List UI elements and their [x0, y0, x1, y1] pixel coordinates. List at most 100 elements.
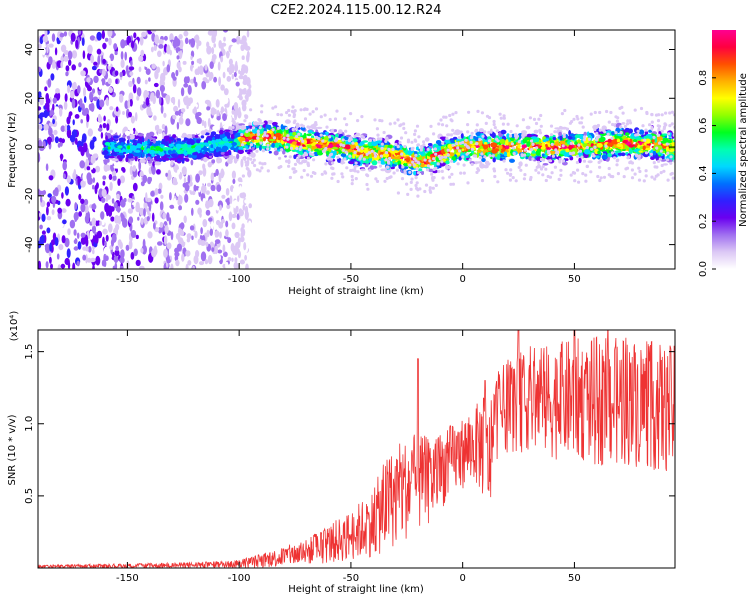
spectrogram-cell [251, 161, 255, 165]
spectrogram-cell [66, 175, 72, 184]
spectrogram-cell [91, 203, 97, 210]
spectrogram-cell [380, 142, 384, 146]
spectrogram-cell [135, 234, 139, 240]
spectrogram-cell [315, 135, 319, 139]
spectrogram-cell [475, 123, 479, 127]
spectrogram-cell [467, 146, 471, 150]
snr-y-multiplier: (x10⁴) [9, 311, 20, 342]
spectrogram-cell [119, 265, 124, 269]
spectrogram-cell [137, 46, 141, 52]
spectrogram-cell [334, 139, 338, 143]
spectrogram-cell [153, 44, 157, 52]
spectrogram-cell [183, 76, 189, 84]
spectrogram-cell [136, 95, 140, 101]
spectrogram-cell [244, 254, 248, 261]
spectrogram-cell [247, 149, 253, 153]
spectrogram-cell [97, 55, 101, 66]
spectrogram-cell [303, 117, 308, 121]
spectrogram-cell [384, 139, 388, 143]
spectrogram-cell [153, 115, 157, 121]
spectrogram-cell [379, 137, 383, 141]
spectrogram-cell [49, 256, 52, 264]
spectrogram-cell [222, 71, 226, 79]
spectrogram-cell [266, 143, 270, 147]
spectrogram-cell [353, 134, 357, 138]
spectrogram-cell [195, 173, 201, 183]
spectrogram-cell [287, 108, 291, 113]
spectrogram-cell [355, 132, 361, 137]
spectrogram-cell [350, 145, 356, 149]
spectrogram-cell [211, 159, 216, 164]
spectrogram-cell [65, 65, 70, 72]
spectrogram-cell [120, 212, 124, 219]
spectrogram-cell [584, 179, 588, 183]
spectrogram-cell [289, 135, 294, 140]
spectrogram-cell [181, 159, 185, 164]
spectrogram-cell [154, 161, 162, 166]
spectrogram-cell [203, 177, 206, 186]
spectrogram-cell [216, 254, 221, 261]
spectrogram-cell [143, 208, 146, 217]
spectrogram-cell [398, 124, 402, 128]
spectrogram-cell [478, 137, 482, 142]
spectrogram-cell [169, 192, 172, 201]
spectrogram-cell [526, 141, 531, 148]
spectrogram-cell [293, 154, 297, 160]
spectrogram-cell [54, 106, 60, 116]
spectrogram-cell [525, 125, 531, 130]
spectrogram-cell [466, 181, 470, 185]
spectrogram-cell [166, 258, 171, 264]
spectrogram-cell [487, 139, 492, 143]
spectrogram-cell [50, 263, 53, 269]
spectrogram-cell [659, 149, 663, 153]
spectrogram-cell [179, 230, 185, 237]
spectrogram-cell [446, 133, 451, 137]
spectrogram-cell [340, 172, 344, 176]
spectrogram-cell [190, 159, 194, 166]
spectrogram-cell [641, 124, 645, 128]
spectrogram-cell [638, 169, 642, 174]
spectrogram-cell [206, 106, 211, 111]
spectrogram-cell [226, 75, 232, 82]
spectrogram-cell [108, 155, 115, 159]
spectrogram-cell [373, 151, 377, 156]
spectrogram-cell [525, 156, 529, 160]
spectrogram-cell [241, 223, 245, 229]
spectrogram-cell [86, 113, 90, 123]
spectrogram-cell [409, 187, 413, 191]
spectrogram-cell [282, 150, 286, 155]
spectrogram-cell [541, 165, 545, 169]
spectrogram-cell [187, 260, 192, 266]
spectrogram-cell [572, 151, 576, 155]
spectrogram-cell [404, 131, 408, 135]
spectrogram-cell [117, 215, 122, 225]
spectrogram-cell [106, 123, 110, 132]
spectrogram-cell [372, 147, 377, 151]
spectrogram-cell [198, 187, 201, 193]
spectrogram-cell [480, 179, 485, 183]
spectrogram-cell [130, 145, 137, 151]
spectrogram-cell [266, 147, 270, 151]
spectrogram-cell [87, 257, 92, 263]
spectrogram-cell [611, 122, 615, 127]
spectrogram-cell [132, 165, 137, 172]
spectrogram-cell [434, 183, 438, 187]
spectrogram-cell [665, 146, 669, 153]
spectrogram-cell [470, 135, 474, 139]
spectrogram-cell [134, 156, 138, 162]
spectrogram-cell [434, 152, 438, 156]
spectrogram-cell [415, 181, 419, 185]
spectrogram-cell [602, 151, 607, 154]
spectrogram-cell [657, 151, 662, 155]
spectrogram-cell [273, 150, 279, 156]
spectrogram-cell [236, 213, 240, 221]
spectrogram-cell [89, 140, 95, 150]
spectrogram-cell [638, 129, 645, 135]
spectrogram-cell [330, 166, 334, 170]
spectrogram-cell [191, 60, 195, 65]
spectrogram-cell [470, 131, 474, 135]
spectrogram-cell [479, 160, 483, 164]
spectrogram-cell [551, 154, 556, 158]
spectrogram-cell [597, 150, 601, 155]
spectrogram-cell [389, 156, 396, 160]
